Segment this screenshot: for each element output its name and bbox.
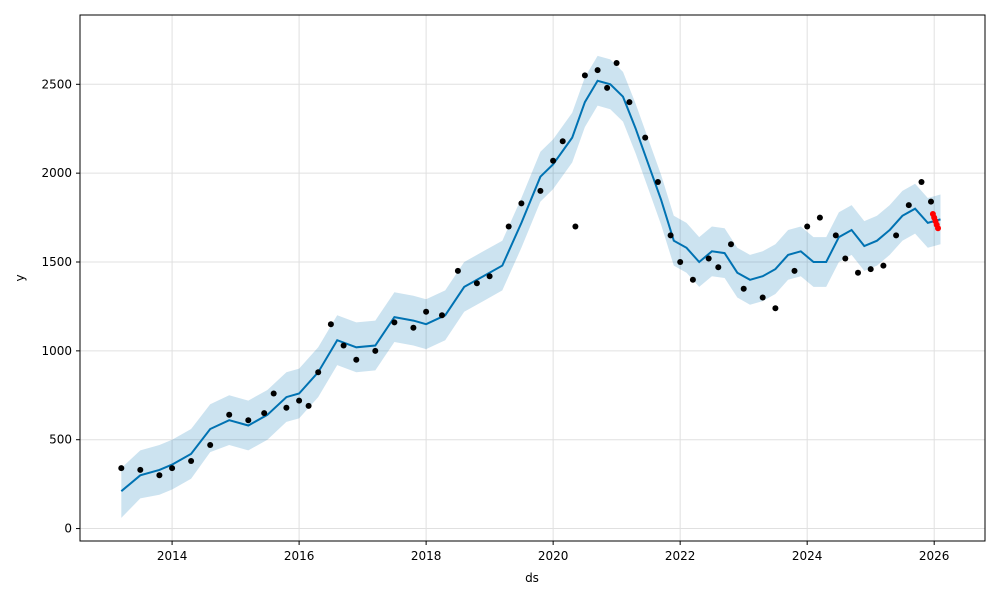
y-tick-label: 1000 bbox=[41, 344, 72, 358]
observed-point bbox=[905, 202, 912, 209]
x-tick-label: 2026 bbox=[919, 549, 950, 563]
observed-point bbox=[804, 223, 811, 230]
observed-point bbox=[169, 465, 176, 472]
observed-point bbox=[689, 276, 696, 283]
observed-point bbox=[893, 232, 900, 239]
observed-point bbox=[559, 138, 566, 145]
observed-point bbox=[486, 273, 493, 280]
observed-point bbox=[226, 411, 233, 418]
observed-point bbox=[715, 264, 722, 271]
forecast-line bbox=[120, 79, 941, 492]
y-tick-label: 2500 bbox=[41, 77, 72, 91]
y-tick-label: 2000 bbox=[41, 166, 72, 180]
observed-point bbox=[791, 267, 798, 274]
observed-point bbox=[270, 390, 277, 397]
observed-point bbox=[518, 200, 525, 207]
observed-point bbox=[353, 356, 360, 363]
observed-point bbox=[340, 342, 347, 349]
observed-point bbox=[613, 60, 620, 66]
observed-point bbox=[261, 410, 268, 417]
observed-point bbox=[296, 397, 303, 404]
observed-point bbox=[454, 267, 461, 274]
observed-point bbox=[572, 223, 579, 230]
observed-point bbox=[594, 67, 601, 74]
x-axis-title: ds bbox=[525, 571, 539, 585]
observed-point bbox=[537, 187, 544, 194]
observed-point bbox=[305, 402, 312, 409]
y-axis-title: y bbox=[13, 274, 27, 281]
observed-point bbox=[772, 305, 779, 312]
observed-point bbox=[667, 232, 674, 239]
x-tick-label: 2018 bbox=[411, 549, 442, 563]
grid-lines bbox=[80, 15, 985, 541]
observed-point bbox=[855, 269, 861, 276]
x-axis: 2014 2016 2018 2020 2022 2024 2026 bbox=[157, 541, 950, 563]
observed-point bbox=[550, 157, 557, 164]
observed-point bbox=[880, 262, 887, 269]
forecast-series-line bbox=[120, 79, 941, 492]
observed-point bbox=[473, 280, 480, 287]
y-axis: 0 500 1000 1500 2000 2500 bbox=[41, 77, 80, 536]
observed-point bbox=[740, 285, 747, 292]
uncertainty-band bbox=[121, 55, 941, 518]
y-tick-label: 500 bbox=[49, 433, 72, 447]
uncertainty-interval bbox=[121, 55, 941, 518]
y-tick-label: 0 bbox=[64, 522, 72, 536]
x-tick-label: 2016 bbox=[284, 549, 315, 563]
plot-background bbox=[80, 15, 985, 541]
x-tick-label: 2024 bbox=[792, 549, 823, 563]
observed-point bbox=[315, 369, 322, 376]
highlighted-points bbox=[929, 211, 941, 232]
highlight-point bbox=[935, 225, 941, 232]
observed-point bbox=[832, 232, 839, 239]
observed-point bbox=[677, 259, 684, 265]
observed-point bbox=[642, 134, 649, 141]
observed-point bbox=[705, 255, 712, 262]
observed-point bbox=[918, 179, 925, 185]
observed-point bbox=[581, 72, 588, 79]
observed-point bbox=[245, 417, 252, 424]
y-tick-label: 1500 bbox=[41, 255, 72, 269]
observed-point bbox=[423, 308, 430, 315]
observed-point bbox=[439, 312, 445, 319]
observed-point bbox=[928, 198, 934, 205]
observed-point bbox=[626, 99, 633, 106]
observed-points bbox=[118, 60, 934, 479]
observed-point bbox=[156, 472, 163, 479]
observed-point bbox=[816, 214, 823, 221]
observed-point bbox=[391, 319, 398, 326]
plot-frame bbox=[79, 14, 986, 542]
observed-point bbox=[604, 84, 611, 91]
observed-point bbox=[327, 321, 334, 328]
observed-point bbox=[728, 241, 734, 248]
observed-point bbox=[410, 324, 417, 331]
observed-point bbox=[759, 294, 766, 301]
observed-point bbox=[118, 465, 125, 472]
observed-point bbox=[283, 404, 290, 411]
x-tick-label: 2014 bbox=[157, 549, 188, 563]
observed-point bbox=[842, 255, 849, 262]
observed-point bbox=[654, 179, 661, 185]
observed-point bbox=[207, 442, 214, 448]
observed-point bbox=[188, 458, 195, 464]
x-tick-label: 2020 bbox=[538, 549, 569, 563]
observed-point bbox=[867, 266, 874, 273]
x-tick-label: 2022 bbox=[665, 549, 696, 563]
observed-point bbox=[372, 347, 379, 354]
observed-point bbox=[505, 223, 512, 230]
observed-point bbox=[137, 466, 144, 473]
